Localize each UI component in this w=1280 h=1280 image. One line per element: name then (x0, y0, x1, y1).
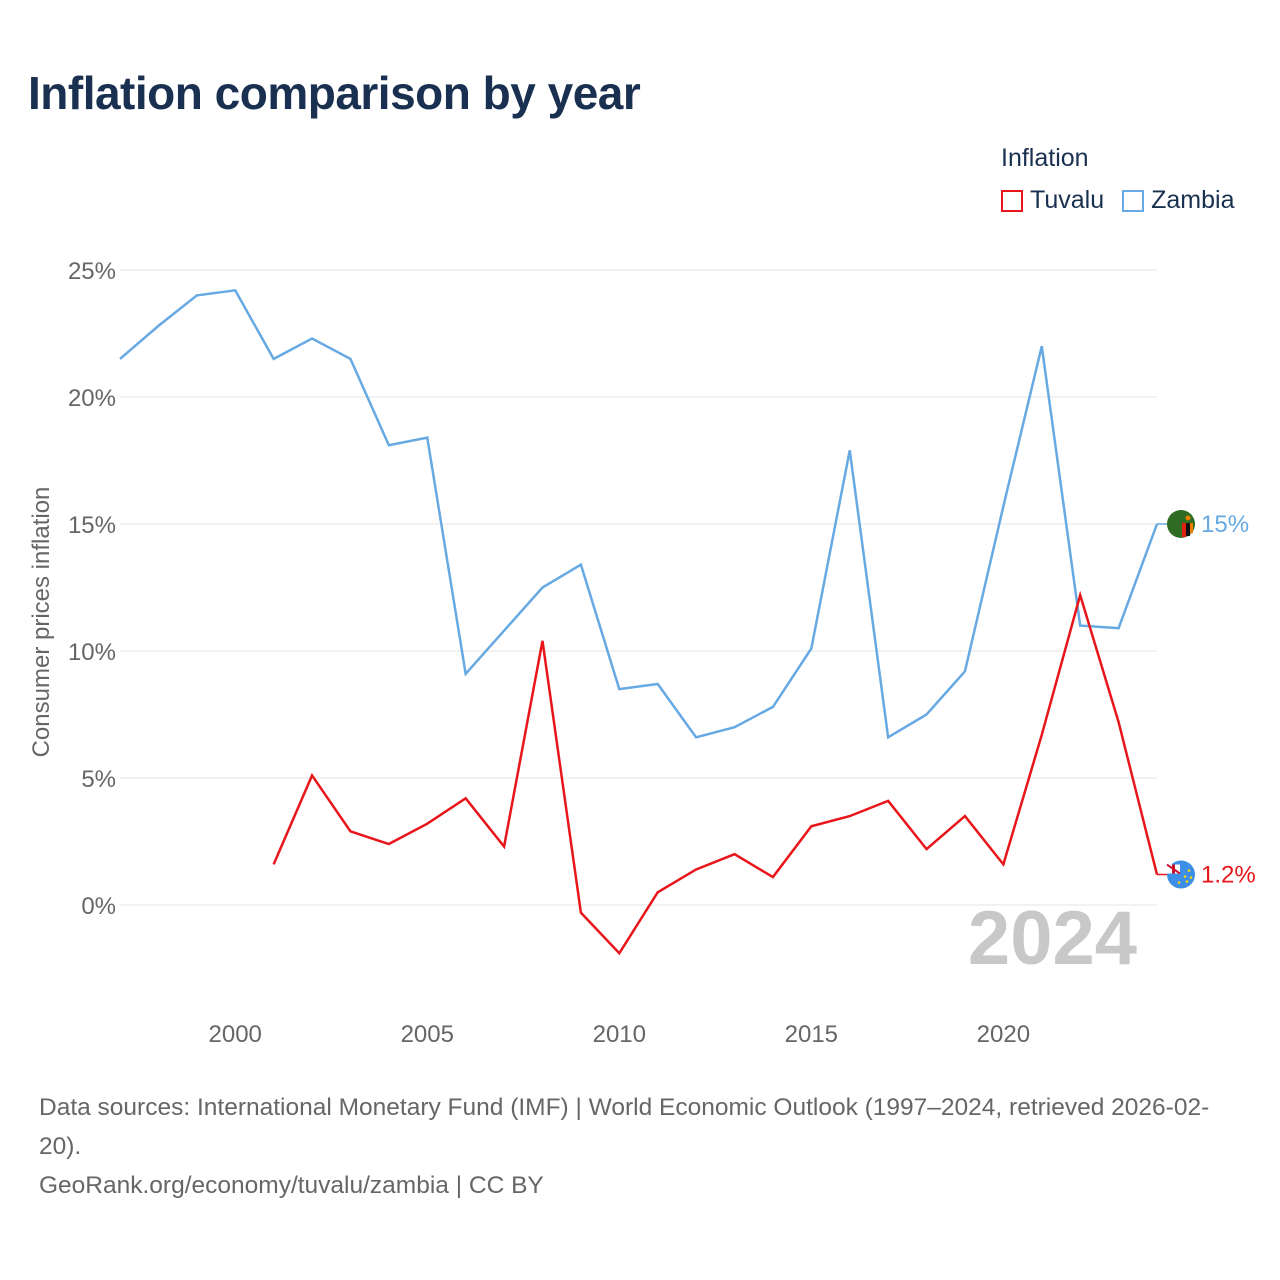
y-tick-label: 10% (68, 639, 116, 666)
zambia-flag-stripe-orange (1190, 523, 1193, 533)
end-value-label-zambia: 15% (1201, 511, 1249, 538)
series-line-zambia (119, 288, 1159, 740)
footer: Data sources: International Monetary Fun… (39, 1088, 1244, 1205)
series-line-tuvalu (272, 590, 1159, 956)
tuvalu-flag-star (1177, 881, 1181, 884)
tuvalu-flag-star (1187, 869, 1191, 872)
x-tick-label: 2005 (401, 1021, 454, 1048)
legend-swatch-tuvalu (1001, 189, 1023, 212)
x-tick-label: 2015 (785, 1021, 838, 1048)
legend: Tuvalu Zambia (1001, 186, 1234, 215)
y-tick-label: 5% (81, 766, 116, 793)
y-tick-label: 0% (81, 893, 116, 920)
line-chart: 0% 5% 10% 15% 20% 25% 2000 2005 2010 2015 2020 2024… (68, 258, 1256, 1048)
legend-swatch-zambia (1122, 189, 1145, 212)
y-tick-label: 20% (68, 385, 116, 412)
zambia-flag-eagle (1185, 515, 1191, 521)
tuvalu-flag-star (1189, 876, 1193, 879)
tuvalu-flag-star (1185, 880, 1189, 883)
zambia-flag-stripe-black (1186, 523, 1190, 536)
x-tick-label: 2000 (209, 1021, 262, 1048)
legend-label-zambia: Zambia (1151, 186, 1235, 214)
year-watermark: 2024 (968, 896, 1137, 981)
x-tick-label: 2010 (593, 1021, 646, 1048)
legend-item-tuvalu[interactable]: Tuvalu (1001, 186, 1104, 215)
data-sources: Data sources: International Monetary Fun… (39, 1094, 1210, 1160)
tuvalu-flag-star (1183, 875, 1187, 878)
chart-title: Inflation comparison by year (28, 67, 641, 119)
tuvalu-flag-cross-v (1172, 864, 1175, 874)
y-tick-label: 15% (68, 512, 116, 539)
y-tick-label: 25% (68, 258, 116, 285)
x-tick-label: 2020 (977, 1021, 1030, 1048)
legend-item-zambia[interactable]: Zambia (1122, 186, 1234, 215)
legend-title: Inflation (1001, 144, 1089, 172)
end-value-label-tuvalu: 1.2% (1201, 862, 1256, 889)
legend-label-tuvalu: Tuvalu (1030, 186, 1105, 214)
zambia-flag-stripe-red (1182, 523, 1186, 537)
credit-link[interactable]: GeoRank.org/economy/tuvalu/zambia | CC B… (39, 1172, 544, 1199)
